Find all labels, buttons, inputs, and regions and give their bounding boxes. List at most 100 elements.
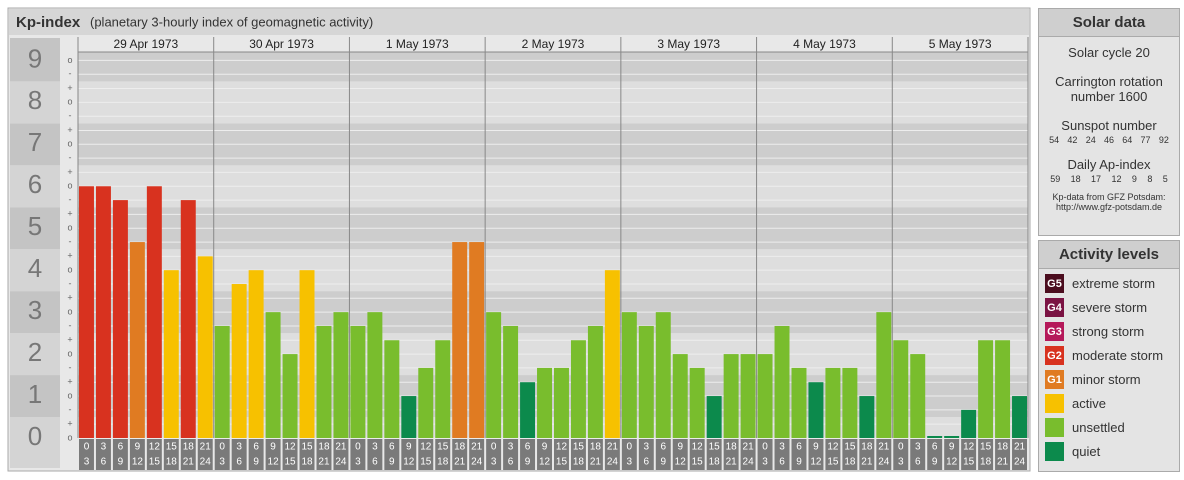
- time-label: 0: [84, 442, 90, 453]
- y-minor-tick-label: +: [67, 377, 72, 387]
- bar: [435, 340, 451, 438]
- bar: [978, 340, 994, 438]
- bar: [723, 354, 739, 438]
- bar: [570, 340, 586, 438]
- ap-value: 12: [1111, 174, 1122, 184]
- bar: [995, 340, 1011, 438]
- time-label: 3: [779, 442, 785, 453]
- time-label: 3: [508, 442, 514, 453]
- time-box: [299, 439, 315, 470]
- time-label: 21: [1014, 442, 1026, 453]
- time-box: [757, 439, 773, 470]
- time-label: 18: [318, 442, 330, 453]
- time-box: [876, 439, 892, 470]
- y-minor-tick-label: +: [67, 83, 72, 93]
- y-minor-tick-label: o: [67, 55, 72, 65]
- bar: [333, 312, 349, 438]
- time-label: 21: [590, 457, 602, 468]
- level-label: quiet: [1072, 444, 1101, 459]
- time-label: 21: [183, 457, 195, 468]
- time-label: 9: [542, 442, 548, 453]
- time-label: 6: [525, 442, 531, 453]
- time-box: [825, 439, 841, 470]
- time-label: 15: [284, 457, 296, 468]
- time-label: 15: [301, 442, 313, 453]
- level-badge: G2: [1047, 349, 1062, 362]
- time-label: 18: [573, 457, 585, 468]
- time-label: 6: [779, 457, 785, 468]
- chart: Kp-index (planetary 3-hourly index of ge…: [7, 7, 1031, 472]
- time-label: 0: [627, 442, 633, 453]
- time-box: [248, 439, 264, 470]
- y-minor-tick-label: +: [67, 419, 72, 429]
- time-label: 15: [709, 442, 721, 453]
- y-tick-label: 3: [28, 295, 42, 325]
- level-swatch: [1045, 442, 1064, 461]
- time-label: 6: [236, 457, 242, 468]
- title-bar: [9, 9, 1029, 35]
- time-label: 9: [677, 442, 683, 453]
- sunspot-value: 92: [1158, 135, 1169, 145]
- y-minor-tick-label: +: [67, 335, 72, 345]
- time-label: 6: [253, 442, 259, 453]
- level-item: G4 severe storm: [1045, 298, 1173, 317]
- time-label: 24: [607, 457, 619, 468]
- time-box: [1012, 439, 1027, 470]
- time-label: 18: [861, 442, 873, 453]
- time-label: 9: [813, 442, 819, 453]
- bar: [265, 312, 281, 438]
- time-box: [520, 439, 536, 470]
- level-swatch: G2: [1045, 346, 1064, 365]
- bar: [316, 325, 332, 438]
- time-box: [197, 439, 213, 470]
- ap-row: 59 18 17 12 9 8 5: [1039, 172, 1179, 192]
- time-box: [995, 439, 1011, 470]
- bar: [112, 200, 128, 438]
- time-label: 9: [932, 457, 938, 468]
- bar: [825, 367, 841, 438]
- y-minor-tick-label: o: [67, 139, 72, 149]
- band: [10, 333, 60, 376]
- bar: [197, 256, 213, 438]
- time-label: 18: [183, 442, 195, 453]
- y-minor-tick-label: +: [67, 209, 72, 219]
- bar: [706, 396, 722, 438]
- time-label: 9: [949, 442, 955, 453]
- bar: [146, 186, 162, 438]
- time-label: 21: [997, 457, 1009, 468]
- level-swatch: [1045, 418, 1064, 437]
- time-label: 15: [556, 457, 568, 468]
- y-tick-label: 4: [28, 253, 42, 283]
- bar: [927, 436, 943, 438]
- time-box: [723, 439, 739, 470]
- time-label: 12: [675, 457, 687, 468]
- bar: [672, 354, 688, 438]
- level-badge: G3: [1047, 325, 1062, 338]
- level-label: unsettled: [1072, 420, 1125, 435]
- time-box: [129, 439, 145, 470]
- y-minor-tick-label: +: [67, 167, 72, 177]
- time-label: 15: [844, 442, 856, 453]
- time-label: 21: [878, 442, 890, 453]
- bar: [282, 354, 298, 438]
- time-label: 6: [508, 457, 514, 468]
- time-label: 0: [491, 442, 497, 453]
- time-box: [978, 439, 994, 470]
- y-minor-tick-label: -: [69, 278, 72, 288]
- bar: [95, 186, 111, 438]
- sunspot-value: 54: [1049, 135, 1060, 145]
- activity-levels-panel: Activity levels G5 extreme storm G4 severe …: [1038, 240, 1180, 472]
- level-item: G2 moderate storm: [1045, 346, 1173, 365]
- y-minor-tick-label: o: [67, 181, 72, 191]
- time-label: 0: [762, 442, 768, 453]
- bar: [180, 200, 196, 438]
- bar: [486, 312, 502, 438]
- time-box: [808, 439, 824, 470]
- time-box: [486, 439, 502, 470]
- time-box: [180, 439, 196, 470]
- y-minor-tick-label: o: [67, 97, 72, 107]
- y-minor-tick-label: -: [69, 69, 72, 79]
- bar: [842, 367, 858, 438]
- time-box: [367, 439, 383, 470]
- time-label: 9: [270, 442, 276, 453]
